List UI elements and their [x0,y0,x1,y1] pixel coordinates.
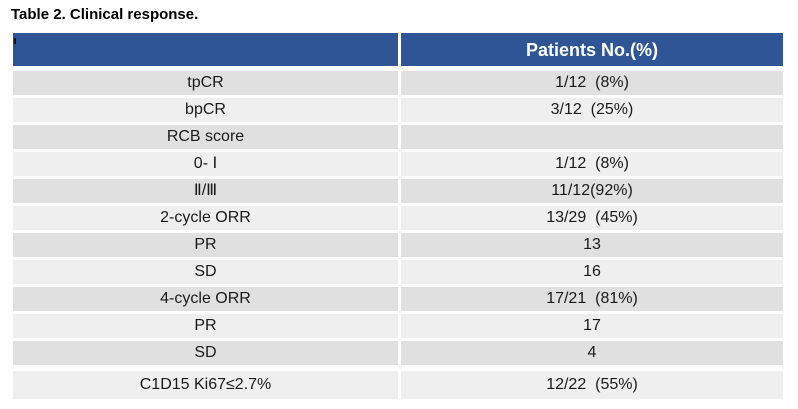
table-row: SD 4 [13,341,783,365]
row-value: 11/12(92%) [401,179,783,203]
row-label: RCB score [13,125,398,149]
row-label: bpCR [13,98,398,122]
table-row: RCB score [13,125,783,149]
row-label: SD [13,260,398,284]
artifact-mark [13,38,16,44]
row-label: Ⅱ/Ⅲ [13,179,398,203]
table-row: PR 13 [13,233,783,257]
header-cell-parameter [13,33,398,66]
row-label: PR [13,314,398,338]
header-cell-patients: Patients No.(%) [401,33,783,66]
table-caption: Table 2. Clinical response. [11,6,199,23]
row-label: 2-cycle ORR [13,206,398,230]
row-value: 3/12 (25%) [401,98,783,122]
row-value: 1/12 (8%) [401,152,783,176]
table-row: tpCR 1/12 (8%) [13,71,783,95]
table-row: 2-cycle ORR 13/29 (45%) [13,206,783,230]
row-value: 4 [401,341,783,365]
row-label: PR [13,233,398,257]
row-value: 1/12 (8%) [401,71,783,95]
table-row: 0- Ⅰ 1/12 (8%) [13,152,783,176]
table-body: tpCR 1/12 (8%) bpCR 3/12 (25%) RCB score… [13,71,783,399]
row-label: 0- Ⅰ [13,152,398,176]
row-value [401,125,783,149]
table-row: C1D15 Ki67≤2.7% 12/22 (55%) [13,371,783,399]
table-row: Ⅱ/Ⅲ 11/12(92%) [13,179,783,203]
table-header-row: Patients No.(%) [13,33,783,66]
table-row: 4-cycle ORR 17/21 (81%) [13,287,783,311]
row-label: 4-cycle ORR [13,287,398,311]
row-value: 13/29 (45%) [401,206,783,230]
table-row: PR 17 [13,314,783,338]
row-value: 17/21 (81%) [401,287,783,311]
row-label: SD [13,341,398,365]
table-row: bpCR 3/12 (25%) [13,98,783,122]
row-value: 17 [401,314,783,338]
row-label: C1D15 Ki67≤2.7% [13,371,398,399]
row-value: 16 [401,260,783,284]
table-row: SD 16 [13,260,783,284]
row-label: tpCR [13,71,398,95]
clinical-response-table: Patients No.(%) tpCR 1/12 (8%) bpCR 3/12… [13,33,783,402]
row-value: 12/22 (55%) [401,371,783,399]
row-value: 13 [401,233,783,257]
